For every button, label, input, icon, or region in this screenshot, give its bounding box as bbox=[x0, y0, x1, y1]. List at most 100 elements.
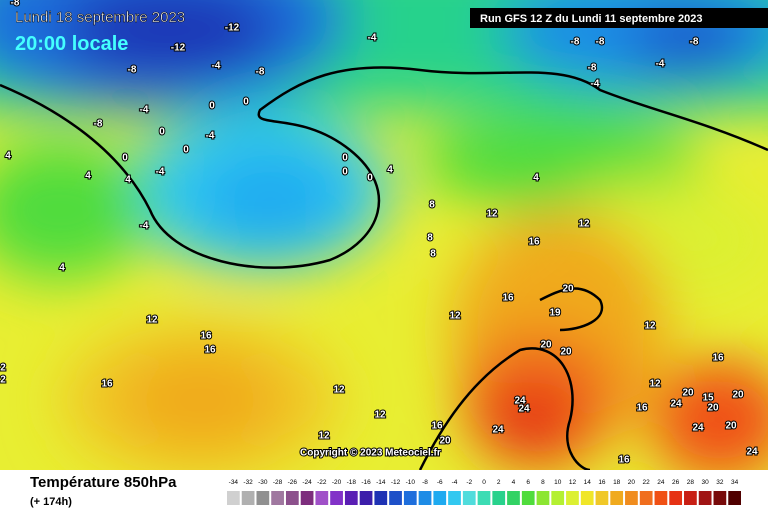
isotherm-label: 16 bbox=[712, 353, 724, 364]
isotherm-label: 20 bbox=[439, 436, 451, 447]
isotherm-label: 0 bbox=[342, 153, 348, 164]
isotherm-label: -8 bbox=[11, 0, 20, 9]
legend-label: 0 bbox=[482, 479, 486, 486]
isotherm-label: 12 bbox=[333, 385, 345, 396]
legend-label: 28 bbox=[687, 479, 695, 486]
isotherm-label: -8 bbox=[588, 63, 597, 74]
isotherm-label: -4 bbox=[140, 105, 149, 116]
isotherm-label: 24 bbox=[514, 396, 526, 407]
legend-label: 22 bbox=[643, 479, 651, 486]
isotherm-label: 2 bbox=[0, 363, 6, 374]
legend-label: -6 bbox=[437, 479, 443, 486]
legend-swatch bbox=[654, 491, 668, 505]
isotherm-label: 4 bbox=[387, 165, 393, 176]
legend-label: 16 bbox=[598, 479, 606, 486]
legend-swatch bbox=[227, 491, 240, 505]
isotherm-label: 16 bbox=[101, 379, 113, 390]
isotherm-label: -8 bbox=[256, 67, 265, 78]
isotherm-label: 12 bbox=[318, 431, 330, 442]
legend-swatch bbox=[271, 491, 284, 505]
legend-swatch bbox=[713, 491, 727, 505]
legend-swatch bbox=[344, 491, 358, 505]
legend-swatch bbox=[684, 491, 697, 505]
legend-swatch bbox=[462, 491, 476, 505]
isotherm-label: 16 bbox=[431, 421, 443, 432]
isotherm-label: -4 bbox=[368, 33, 377, 44]
isotherm-label: -4 bbox=[591, 79, 600, 90]
isotherm bbox=[418, 287, 604, 470]
legend-swatch bbox=[433, 491, 447, 505]
copyright: Copyright © 2023 Meteociel.fr bbox=[300, 448, 441, 459]
legend-swatch bbox=[448, 491, 461, 505]
legend-swatch bbox=[639, 491, 653, 505]
legend-label: -22 bbox=[317, 479, 327, 486]
legend-swatch bbox=[728, 491, 741, 505]
isotherm-label: -8 bbox=[571, 37, 580, 48]
isotherm-label: 0 bbox=[243, 97, 249, 108]
isotherm-label: 16 bbox=[204, 345, 216, 356]
isotherm-label: 15 bbox=[702, 393, 714, 404]
legend-swatch bbox=[580, 491, 594, 505]
legend-swatch bbox=[551, 491, 565, 505]
isotherm-label: 8 bbox=[430, 249, 436, 260]
footer-title: Température 850hPa bbox=[30, 474, 177, 491]
isotherm-label: 12 bbox=[146, 315, 158, 326]
legend-label: 4 bbox=[512, 479, 516, 486]
isotherm-label: 0 bbox=[367, 173, 373, 184]
legend-label: 32 bbox=[716, 479, 724, 486]
isotherm-label: 16 bbox=[502, 293, 514, 304]
legend-swatch bbox=[625, 491, 638, 505]
legend-label: -28 bbox=[273, 479, 283, 486]
legend-label: 6 bbox=[526, 479, 530, 486]
isotherm-label: -8 bbox=[596, 37, 605, 48]
legend: -34 -32 -30 -28 -26 -24 -22 -20 -18 -16 -14 -12 -10-… bbox=[227, 479, 741, 505]
legend-label: 14 bbox=[584, 479, 592, 486]
legend-swatch bbox=[669, 491, 683, 505]
legend-swatch bbox=[330, 491, 343, 505]
legend-swatch bbox=[359, 491, 373, 505]
isotherm-label: -8 bbox=[94, 119, 103, 130]
isotherm-label: 0 bbox=[209, 101, 215, 112]
legend-label: 30 bbox=[702, 479, 710, 486]
legend-swatch bbox=[610, 491, 624, 505]
isotherm-label: 20 bbox=[560, 347, 572, 358]
legend-label: -12 bbox=[391, 479, 401, 486]
isotherm-label: 20 bbox=[707, 403, 719, 414]
isotherm-label: 20 bbox=[540, 340, 552, 351]
legend-label: 2 bbox=[497, 479, 501, 486]
run: Run GFS 12 Z du Lundi 11 septembre 2023 bbox=[480, 13, 703, 25]
legend-swatch bbox=[477, 491, 491, 505]
legend-swatch bbox=[300, 491, 314, 505]
isotherm-label: -4 bbox=[156, 167, 165, 178]
isotherm-label: -4 bbox=[656, 59, 665, 70]
isotherm-label: 12 bbox=[449, 311, 461, 322]
legend-label: -8 bbox=[422, 479, 428, 486]
isotherm-label: -8 bbox=[128, 65, 137, 76]
isotherm-label: -12 bbox=[225, 23, 240, 34]
legend-label: -20 bbox=[332, 479, 342, 486]
isotherm-label: -8 bbox=[690, 37, 699, 48]
isotherm-label: 8 bbox=[427, 233, 433, 244]
isotherm-label: 4 bbox=[59, 263, 65, 274]
isotherm-label: 12 bbox=[644, 321, 656, 332]
isotherm-label: 4 bbox=[5, 151, 11, 162]
run-box bbox=[470, 8, 768, 28]
legend-label: 18 bbox=[613, 479, 621, 486]
isotherm-label: 20 bbox=[732, 390, 744, 401]
legend-label: -26 bbox=[288, 479, 298, 486]
legend-label: -10 bbox=[406, 479, 416, 486]
isotherm-label: 8 bbox=[429, 200, 435, 211]
legend-swatch bbox=[507, 491, 520, 505]
isotherm-label: 24 bbox=[518, 404, 530, 415]
legend-swatch bbox=[492, 491, 506, 505]
isotherm-label: 16 bbox=[618, 455, 630, 466]
legend-label: -32 bbox=[243, 479, 253, 486]
map: -8-12-12-8 -4-8-4 -8 -8 -8-8-4-4-4 0 0-80 -400-… bbox=[0, 0, 768, 470]
legend-label: -18 bbox=[347, 479, 357, 486]
legend-label: 8 bbox=[541, 479, 545, 486]
isotherm-label: -4 bbox=[212, 61, 221, 72]
isotherm-label: -4 bbox=[206, 131, 215, 142]
legend-label: -30 bbox=[258, 479, 268, 486]
isotherm-label: 24 bbox=[692, 423, 704, 434]
legend-swatch bbox=[315, 491, 329, 505]
